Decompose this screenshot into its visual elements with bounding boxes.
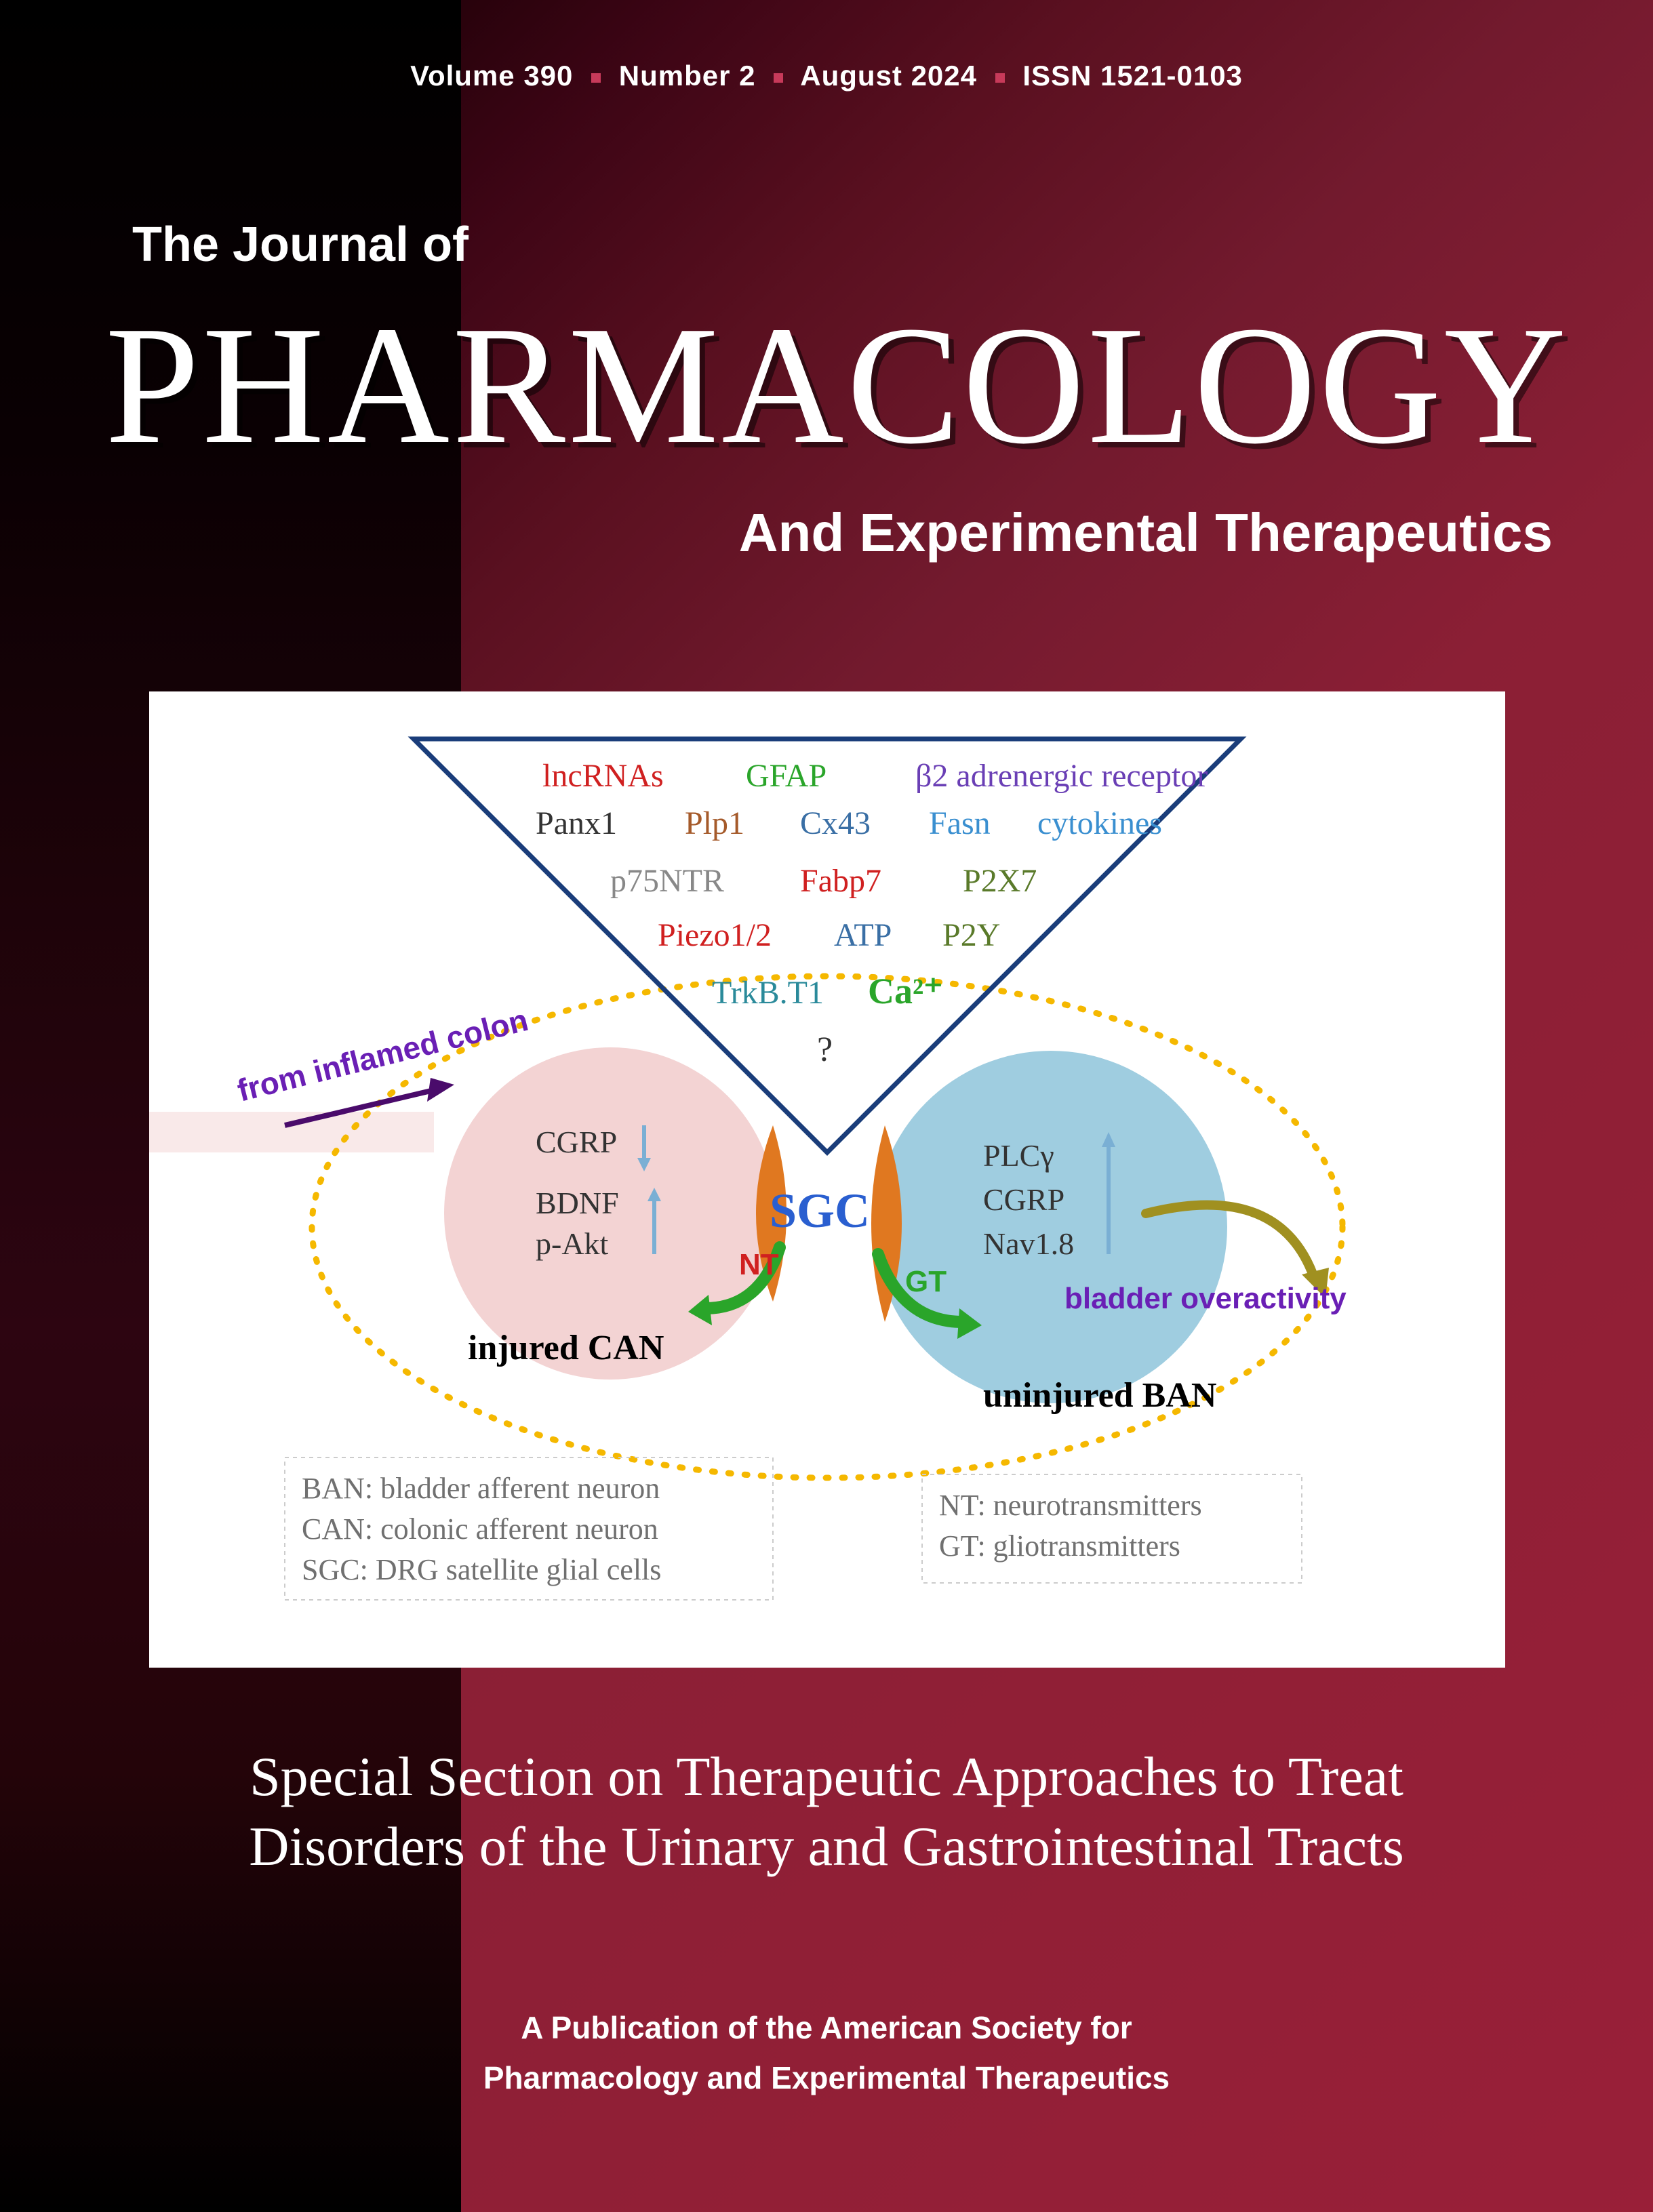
fabp7-label: Fabp7 bbox=[800, 863, 881, 899]
from-colon-label: from inflamed colon bbox=[234, 1002, 532, 1108]
lncrnas-label: lncRNAs bbox=[542, 758, 664, 794]
legend-left-line3: SGC: DRG satellite glial cells bbox=[302, 1553, 661, 1586]
b2adr-label: β2 adrenergic receptor bbox=[915, 758, 1208, 794]
figure-svg: from inflamed colon CGRP BDNF p-Akt SGC … bbox=[149, 691, 1505, 1668]
ca2-label: Ca²⁺ bbox=[868, 971, 943, 1011]
p75ntr-label: p75NTR bbox=[610, 863, 724, 899]
title-prefix: The Journal of bbox=[132, 217, 469, 273]
title-suffix: And Experimental Therapeutics bbox=[0, 502, 1553, 564]
special-section-line2: Disorders of the Urinary and Gastrointes… bbox=[0, 1812, 1653, 1882]
special-section-line1: Special Section on Therapeutic Approache… bbox=[0, 1742, 1653, 1812]
sgc-label: SGC bbox=[770, 1184, 870, 1238]
legend-right-line1: NT: neurotransmitters bbox=[939, 1489, 1202, 1522]
publisher-line1: A Publication of the American Society fo… bbox=[0, 2003, 1653, 2053]
cgrp-right: CGRP bbox=[983, 1182, 1064, 1217]
publisher-line2: Pharmacology and Experimental Therapeuti… bbox=[0, 2053, 1653, 2104]
pakt-label: p-Akt bbox=[536, 1226, 609, 1261]
cgrp-left: CGRP bbox=[536, 1125, 617, 1159]
legend-left-line1: BAN: bladder afferent neuron bbox=[302, 1472, 660, 1505]
atp-label: ATP bbox=[834, 917, 892, 953]
cytokines-label: cytokines bbox=[1037, 805, 1162, 841]
p2y-label: P2Y bbox=[942, 917, 1000, 953]
special-section-title: Special Section on Therapeutic Approache… bbox=[0, 1742, 1653, 1881]
trkbt1-label: TrkB.T1 bbox=[712, 975, 824, 1011]
date-text: August 2024 bbox=[800, 60, 977, 92]
title-main: PHARMACOLOGY bbox=[105, 288, 1569, 483]
separator-icon bbox=[774, 73, 783, 83]
separator-icon bbox=[591, 73, 601, 83]
p2x7-label: P2X7 bbox=[963, 863, 1037, 899]
volume-text: Volume 390 bbox=[410, 60, 573, 92]
plp1-label: Plp1 bbox=[685, 805, 744, 841]
number-text: Number 2 bbox=[619, 60, 756, 92]
plcg-label: PLCγ bbox=[983, 1138, 1054, 1173]
injured-can-label: injured CAN bbox=[468, 1329, 664, 1367]
piezo-label: Piezo1/2 bbox=[658, 917, 772, 953]
uninjured-ban-label: uninjured BAN bbox=[983, 1376, 1216, 1415]
cover-figure: from inflamed colon CGRP BDNF p-Akt SGC … bbox=[149, 691, 1505, 1668]
nav18-label: Nav1.8 bbox=[983, 1226, 1074, 1261]
publication-info-bar: Volume 390 Number 2 August 2024 ISSN 152… bbox=[0, 60, 1653, 92]
legend-left-line2: CAN: colonic afferent neuron bbox=[302, 1512, 658, 1546]
separator-icon bbox=[995, 73, 1005, 83]
publisher-credit: A Publication of the American Society fo… bbox=[0, 2003, 1653, 2103]
cover-content: Volume 390 Number 2 August 2024 ISSN 152… bbox=[0, 0, 1653, 2212]
cx43-label: Cx43 bbox=[800, 805, 871, 841]
issn-text: ISSN 1521-0103 bbox=[1022, 60, 1243, 92]
gfap-label: GFAP bbox=[746, 758, 826, 794]
qmark-label: ? bbox=[817, 1030, 833, 1069]
journal-cover: Volume 390 Number 2 August 2024 ISSN 152… bbox=[0, 0, 1653, 2212]
legend-right-line2: GT: gliotransmitters bbox=[939, 1529, 1180, 1563]
panx1-label: Panx1 bbox=[536, 805, 617, 841]
bladder-overactivity-label: bladder overactivity bbox=[1064, 1282, 1347, 1315]
colon-arrowhead bbox=[427, 1078, 454, 1102]
bdnf-label: BDNF bbox=[536, 1186, 619, 1220]
colon-bar bbox=[149, 1112, 434, 1152]
fasn-label: Fasn bbox=[929, 805, 991, 841]
gt-label: GT bbox=[905, 1265, 947, 1298]
nt-label: NT bbox=[739, 1248, 779, 1281]
